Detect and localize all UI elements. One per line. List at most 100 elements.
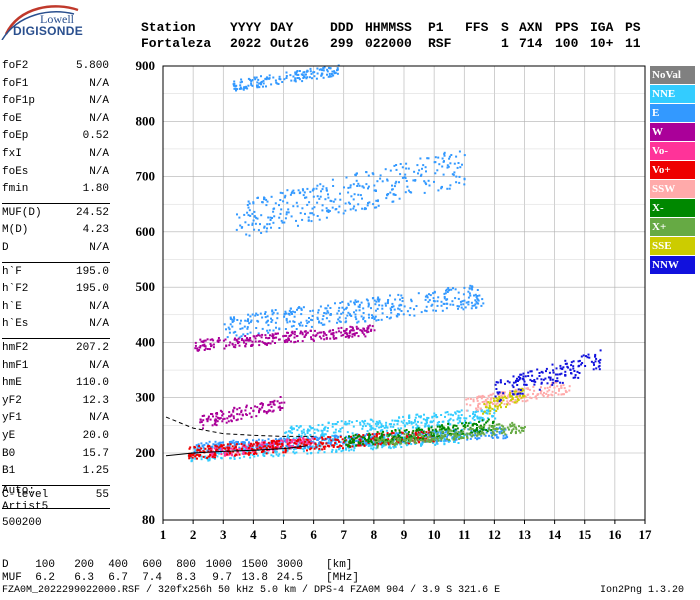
data-point: [247, 338, 250, 341]
data-point: [288, 320, 291, 323]
data-point: [534, 395, 537, 398]
data-point: [295, 437, 298, 440]
data-point: [558, 389, 560, 392]
data-point: [380, 429, 383, 432]
data-point: [425, 183, 428, 186]
header-label-day: DAY: [270, 20, 294, 35]
data-point: [354, 316, 357, 319]
data-point: [338, 330, 340, 333]
data-point: [276, 312, 279, 315]
data-point: [217, 442, 220, 445]
data-point: [245, 85, 248, 88]
data-point: [288, 441, 291, 444]
data-point: [489, 398, 492, 401]
data-point: [355, 332, 358, 334]
data-point: [260, 443, 263, 446]
data-point: [354, 209, 357, 212]
data-point: [245, 414, 248, 416]
data-point: [254, 452, 257, 454]
data-point: [273, 336, 276, 339]
data-point: [209, 446, 212, 448]
data-point: [317, 424, 320, 427]
data-point: [397, 420, 400, 423]
data-point: [427, 424, 430, 427]
data-point: [285, 334, 288, 337]
data-point: [441, 424, 443, 427]
data-point: [218, 443, 221, 446]
data-point: [219, 445, 222, 448]
data-point: [370, 425, 373, 428]
data-point: [442, 420, 445, 423]
data-point: [474, 411, 477, 413]
data-point: [207, 455, 210, 458]
data-point: [297, 438, 300, 441]
data-point: [374, 443, 377, 446]
data-point: [461, 422, 463, 425]
data-point: [249, 448, 252, 451]
data-point: [254, 405, 256, 408]
data-point: [485, 421, 488, 424]
data-point: [286, 436, 289, 439]
data-point: [323, 439, 326, 441]
data-point: [226, 443, 229, 446]
data-point: [403, 437, 406, 440]
data-point: [524, 383, 527, 386]
muf-value: 6.3: [74, 572, 94, 584]
data-point: [464, 306, 467, 309]
data-point: [481, 430, 483, 433]
data-point: [302, 194, 305, 197]
data-point: [208, 445, 211, 448]
data-point: [511, 421, 514, 424]
data-point: [391, 440, 394, 443]
data-point: [230, 440, 233, 443]
data-point: [306, 438, 309, 441]
data-point: [435, 440, 438, 443]
data-point: [262, 341, 265, 344]
data-point: [207, 445, 210, 448]
data-point: [293, 315, 296, 318]
data-point: [365, 443, 367, 446]
param-row: yF1 N/A: [2, 412, 109, 429]
data-point: [446, 164, 449, 167]
data-point: [362, 316, 365, 319]
data-point: [447, 430, 450, 433]
data-point: [545, 367, 548, 370]
data-point: [389, 440, 392, 443]
data-point: [565, 391, 568, 394]
data-point: [383, 437, 385, 440]
data-point: [474, 430, 477, 432]
data-point: [551, 390, 554, 393]
muf-value: [MHz]: [326, 572, 360, 584]
logo-digisonde: DIGISONDE: [13, 24, 84, 38]
data-point: [476, 415, 479, 418]
data-point: [495, 381, 498, 384]
data-point: [343, 329, 345, 332]
y-tick-label: 900: [136, 58, 156, 73]
data-point: [444, 431, 447, 434]
data-point: [278, 204, 280, 207]
data-point: [232, 448, 234, 451]
data-point: [521, 400, 524, 403]
data-point: [523, 380, 526, 383]
data-point: [446, 435, 448, 438]
data-point: [207, 415, 210, 418]
data-point: [239, 81, 242, 84]
data-point: [564, 374, 567, 377]
data-point: [368, 443, 371, 445]
data-point: [377, 204, 380, 207]
data-point: [327, 436, 330, 438]
data-point: [234, 448, 237, 451]
data-point: [248, 453, 250, 456]
data-point: [457, 417, 460, 420]
muf-value: 7.4: [142, 572, 162, 584]
data-point: [441, 437, 443, 440]
data-point: [307, 320, 310, 323]
param-value: 55: [95, 488, 109, 501]
data-point: [390, 423, 393, 426]
data-point: [355, 301, 358, 303]
data-point: [304, 330, 307, 333]
data-point: [224, 338, 227, 341]
data-point: [307, 216, 310, 219]
data-point: [361, 197, 363, 200]
param-name: fmin: [2, 183, 29, 196]
